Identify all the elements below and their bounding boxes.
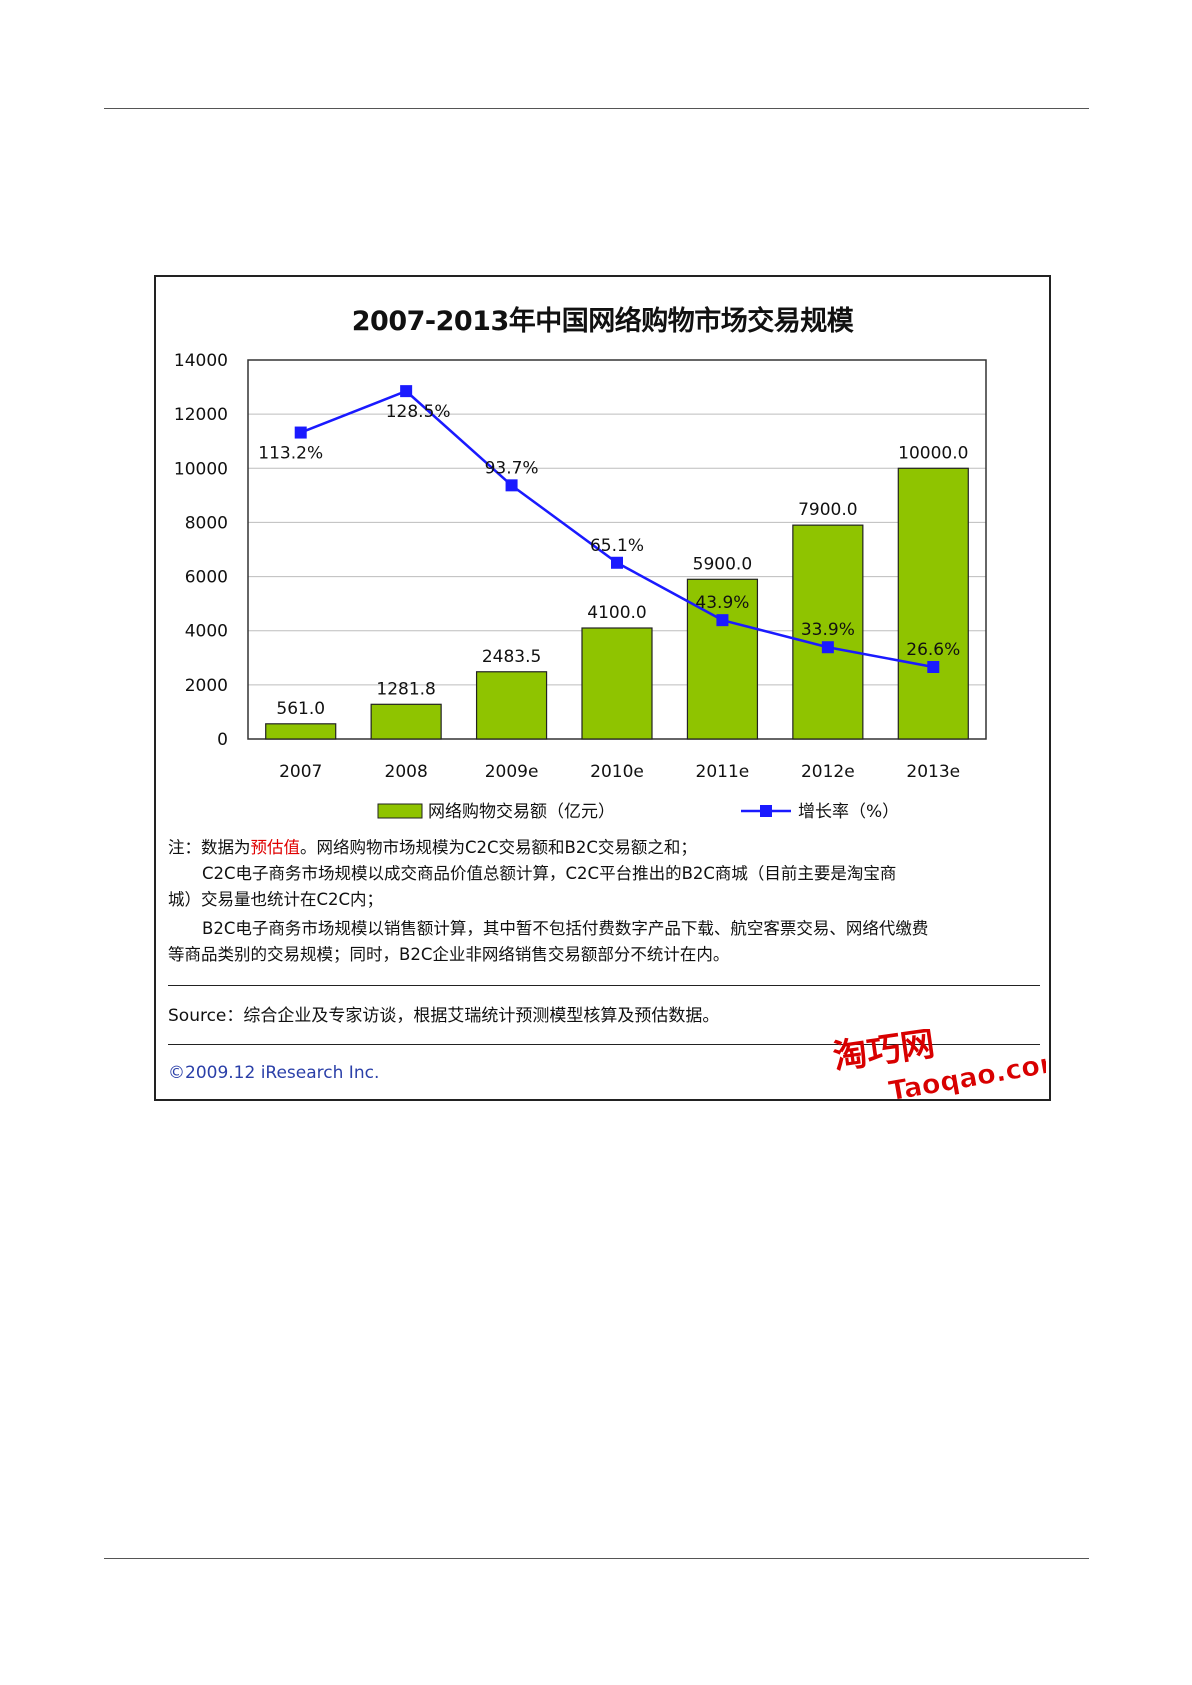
note-line-3: 城）交易量也统计在C2C内； [168, 890, 384, 909]
note-line-1: 注：数据为预估值。网络购物市场规模为C2C交易额和B2C交易额之和； [168, 835, 697, 861]
bar-value-label: 1281.8 [376, 679, 435, 699]
note-prefix: 注：数据为 [168, 838, 251, 857]
x-tick-label: 2011e [696, 762, 750, 782]
bar [897, 467, 969, 740]
growth-point-label: 128.5% [386, 402, 451, 422]
divider-top [168, 985, 1040, 986]
growth-point-label: 93.7% [485, 458, 539, 478]
chart-plot: 0 2000 4000 6000 8000 10000 12000 14000 561.0 128… [174, 351, 987, 822]
bar-value-label: 10000.0 [898, 443, 968, 463]
y-tick-label: 6000 [185, 568, 228, 588]
y-tick-label: 4000 [185, 622, 228, 642]
growth-point [294, 426, 307, 439]
note-highlight: 预估值 [250, 838, 301, 857]
note-suffix: 。网络购物市场规模为C2C交易额和B2C交易额之和； [300, 838, 697, 857]
bar-value-label: 561.0 [276, 699, 325, 719]
growth-point-label: 26.6% [906, 640, 960, 660]
bar [581, 627, 653, 740]
bar [265, 723, 337, 740]
growth-point-label: 113.2% [258, 444, 323, 464]
growth-point [611, 556, 623, 569]
x-tick-label: 2012e [801, 762, 855, 782]
growth-point-label: 65.1% [590, 536, 644, 556]
divider-bottom [168, 1044, 1040, 1045]
x-tick-label: 2008 [385, 762, 428, 782]
growth-point [927, 660, 940, 673]
y-tick-label: 14000 [174, 351, 228, 371]
chart-figure: 2007-2013年中国网络购物市场交易规模 0 2000 4000 6000 8000… [154, 275, 1051, 1101]
watermark-logo: 淘巧网 Taoqao.com [831, 1029, 1046, 1099]
legend-bar-swatch [377, 803, 423, 819]
bar-value-label: 5900.0 [693, 554, 752, 574]
y-tick-label: 0 [217, 730, 228, 750]
bar [792, 524, 864, 740]
growth-point [400, 385, 413, 398]
x-tick-label: 2013e [906, 762, 960, 782]
x-tick-label: 2010e [590, 762, 644, 782]
growth-point [821, 641, 834, 654]
note-line-2: C2C电子商务市场规模以成交商品价值总额计算，C2C平台推出的B2C商城（目前主… [202, 864, 897, 883]
bar [686, 578, 759, 740]
note-line-5: 等商品类别的交易规模；同时，B2C企业非网络销售交易额部分不统计在内。 [168, 945, 730, 964]
x-tick-label: 2007 [279, 762, 322, 782]
growth-point [716, 614, 729, 627]
bar-value-label: 2483.5 [482, 647, 541, 667]
legend-line-marker [760, 805, 772, 817]
growth-point-label: 43.9% [695, 593, 749, 613]
legend-bar-label: 网络购物交易额（亿元） [428, 802, 615, 822]
copyright-text: ©2009.12 iResearch Inc. [168, 1063, 380, 1083]
bar [475, 671, 548, 740]
legend-line-label: 增长率（%） [798, 802, 899, 822]
y-tick-label: 12000 [174, 405, 228, 425]
note-line-4: B2C电子商务市场规模以销售额计算，其中暂不包括付费数字产品下载、航空客票交易、… [202, 919, 929, 938]
growth-point-label: 33.9% [801, 620, 855, 640]
y-tick-label: 10000 [174, 459, 228, 479]
y-tick-label: 2000 [185, 676, 228, 696]
growth-point [505, 479, 518, 492]
x-tick-label: 2009e [485, 762, 539, 782]
y-tick-label: 8000 [185, 513, 228, 533]
footer-rule [104, 1558, 1089, 1559]
source-text: Source：综合企业及专家访谈，根据艾瑞统计预测模型核算及预估数据。 [168, 1006, 720, 1026]
header-rule [104, 108, 1089, 109]
bar [370, 703, 442, 740]
chart-title: 2007-2013年中国网络购物市场交易规模 [351, 306, 854, 337]
bar-value-label: 7900.0 [798, 500, 857, 520]
bar-value-label: 4100.0 [587, 603, 646, 623]
